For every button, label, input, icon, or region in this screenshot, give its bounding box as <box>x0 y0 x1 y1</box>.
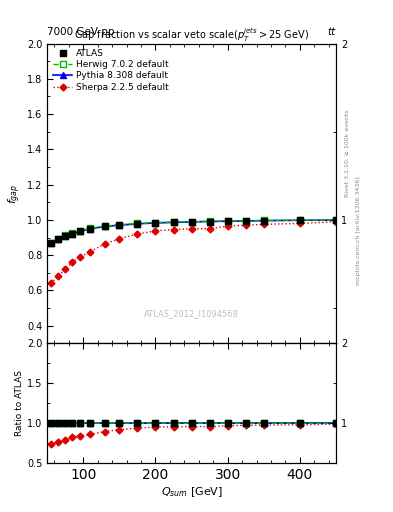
X-axis label: $Q_{sum}$ [GeV]: $Q_{sum}$ [GeV] <box>161 485 222 499</box>
Y-axis label: $f_{gap}$: $f_{gap}$ <box>6 183 23 204</box>
Text: 7000 GeV pp: 7000 GeV pp <box>47 27 115 37</box>
Text: ATLAS_2012_I1094568: ATLAS_2012_I1094568 <box>144 309 239 318</box>
Y-axis label: Ratio to ATLAS: Ratio to ATLAS <box>15 370 24 436</box>
Title: Gap fraction vs scalar veto scale($p_T^{jets}$$>$25 GeV): Gap fraction vs scalar veto scale($p_T^{… <box>74 26 309 44</box>
Text: mcplots.cern.ch [arXiv:1306.3436]: mcplots.cern.ch [arXiv:1306.3436] <box>356 176 361 285</box>
Text: Rivet 3.1.10, ≥ 100k events: Rivet 3.1.10, ≥ 100k events <box>345 110 350 198</box>
Text: tt: tt <box>328 27 336 37</box>
Legend: ATLAS, Herwig 7.0.2 default, Pythia 8.308 default, Sherpa 2.2.5 default: ATLAS, Herwig 7.0.2 default, Pythia 8.30… <box>51 47 171 94</box>
